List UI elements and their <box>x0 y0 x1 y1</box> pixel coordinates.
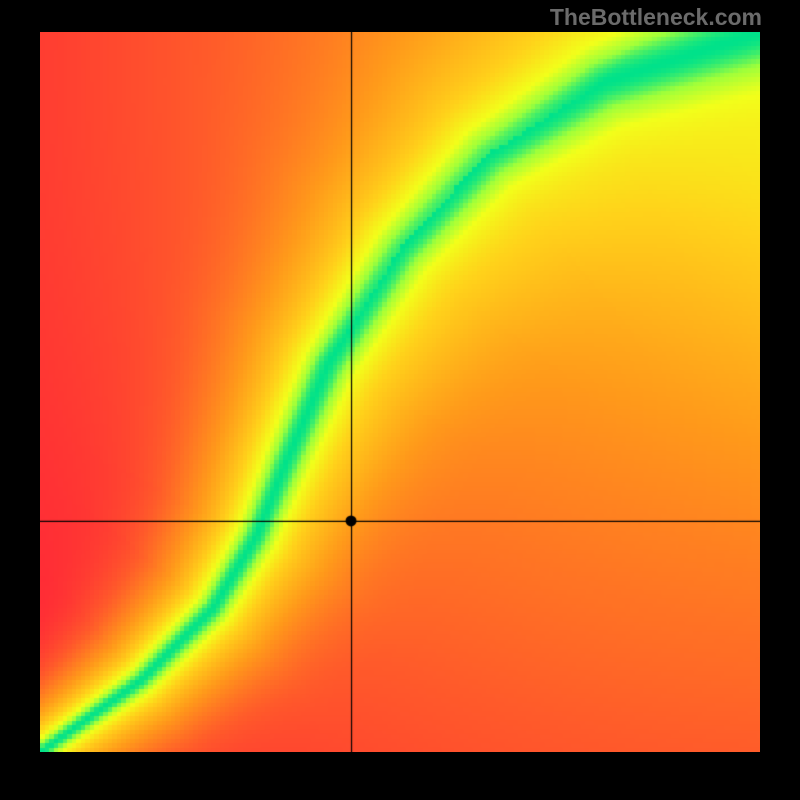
watermark-text: TheBottleneck.com <box>550 4 762 31</box>
bottleneck-heatmap <box>40 32 760 752</box>
chart-container: TheBottleneck.com <box>0 0 800 800</box>
